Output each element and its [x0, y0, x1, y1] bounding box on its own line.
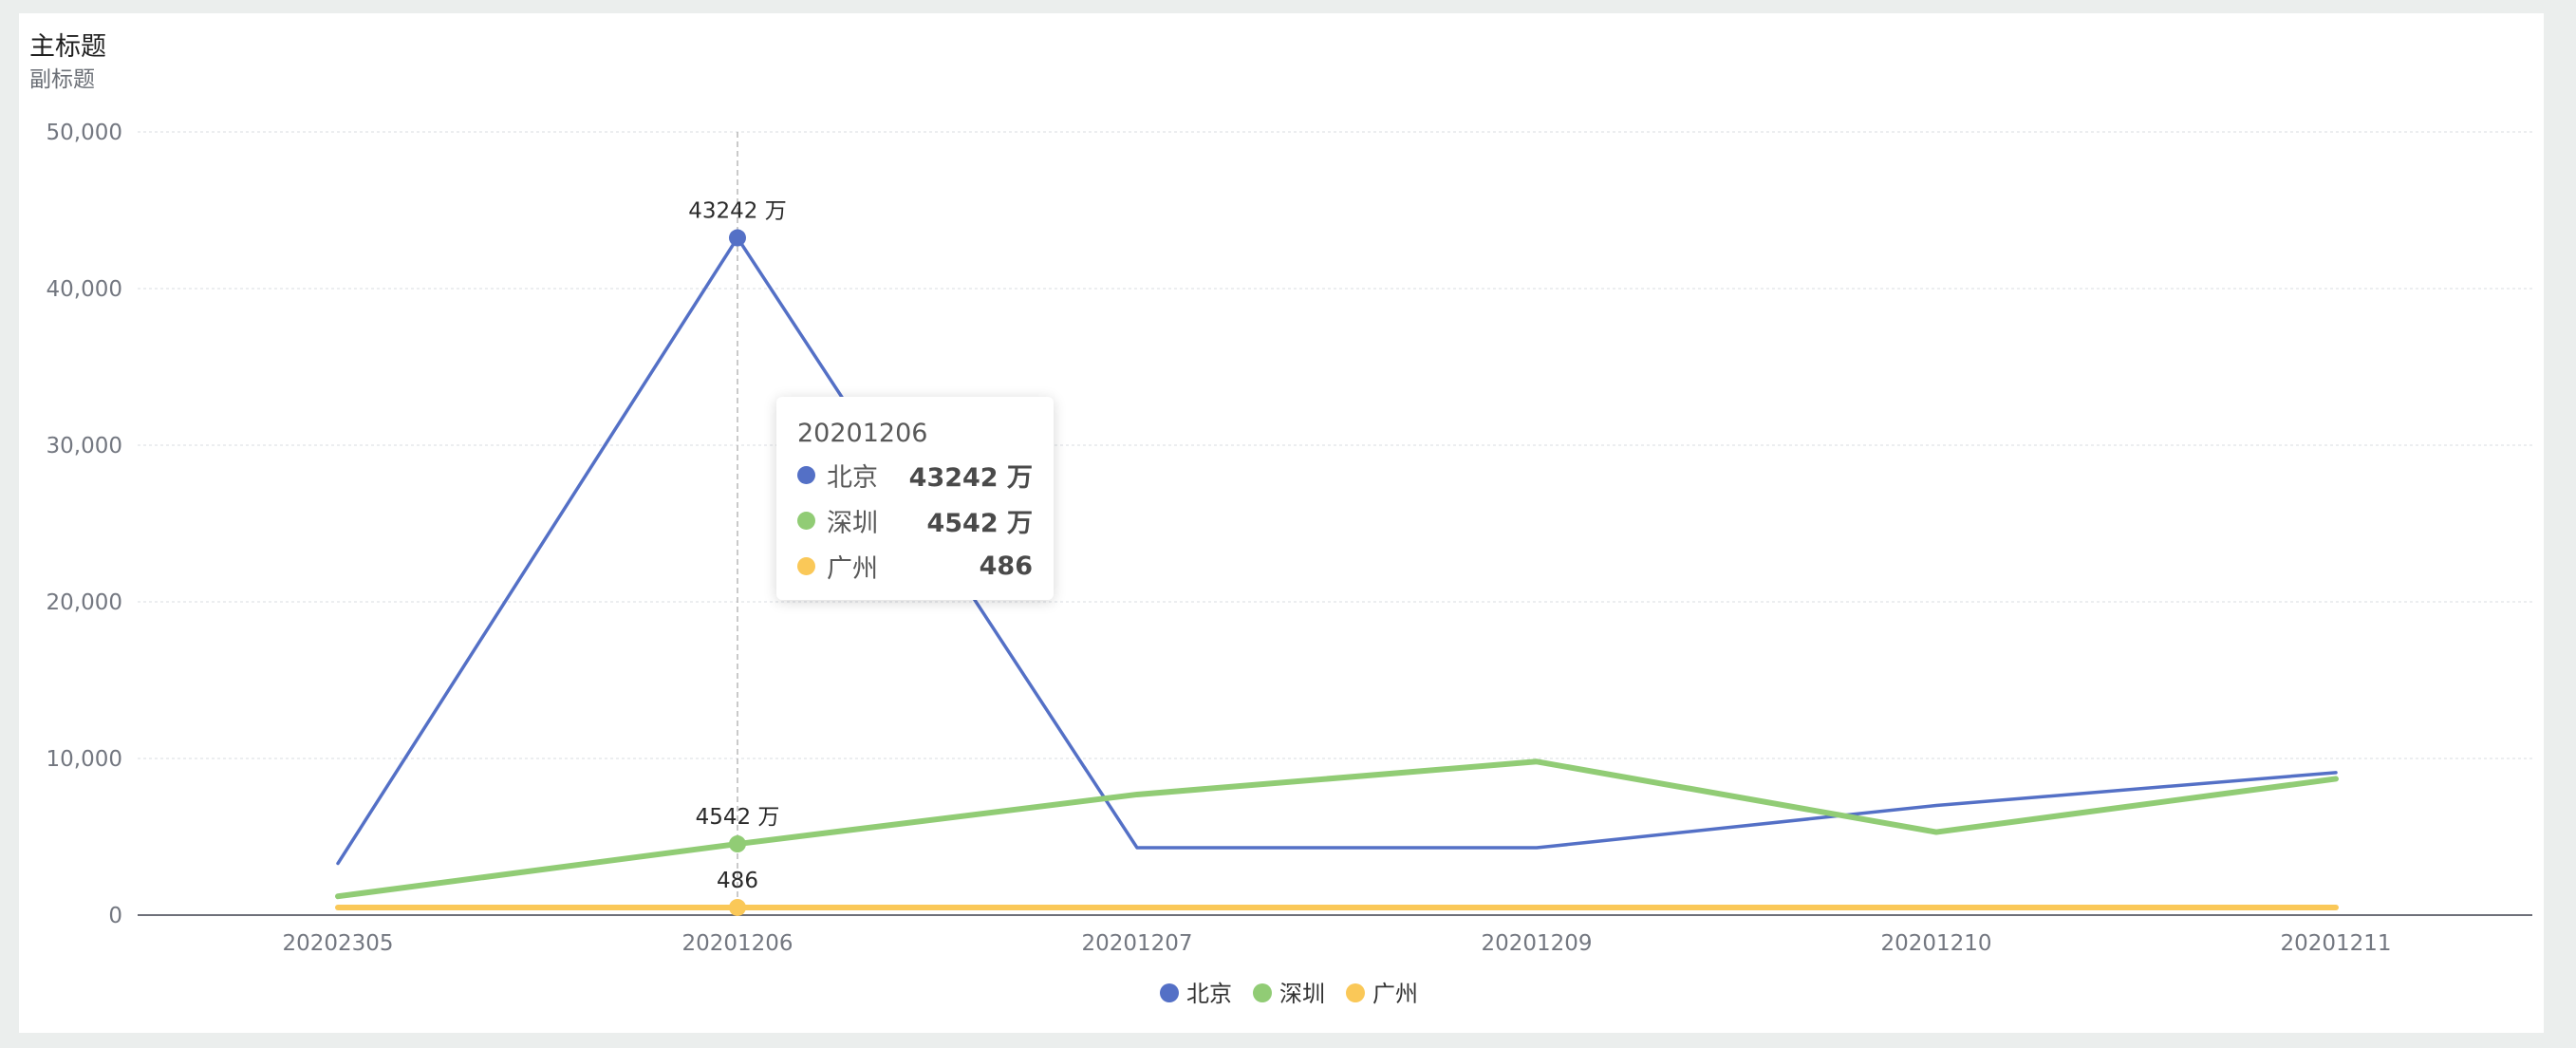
tooltip-series-value: 486 — [979, 551, 1033, 581]
legend[interactable]: 北京 深圳 广州 — [1160, 981, 1418, 1007]
y-tick-label: 0 — [108, 904, 122, 928]
tooltip-series-name: 广州 — [827, 553, 878, 584]
tooltip-series-name: 深圳 — [827, 508, 878, 538]
grid — [138, 131, 2532, 759]
series-color-icon — [797, 465, 815, 484]
x-tick-label: 20201209 — [1481, 931, 1592, 956]
tooltip-row: 北京 43242 万 — [797, 452, 1033, 497]
tooltip-series-value: 4542 万 — [926, 508, 1033, 538]
y-tick-label: 50,000 — [47, 121, 122, 145]
legend-item[interactable]: 广州 — [1346, 981, 1418, 1007]
series-line-2 — [335, 758, 2339, 900]
x-tick-label: 20201211 — [2280, 931, 2391, 956]
data-label: 43242 万 — [688, 199, 786, 224]
data-point — [729, 835, 746, 853]
legend-label[interactable]: 北京 — [1186, 981, 1232, 1007]
data-point — [729, 229, 746, 247]
x-tick-label: 20201210 — [1880, 931, 1991, 956]
legend-marker-icon[interactable] — [1346, 983, 1365, 1002]
legend-label[interactable]: 深圳 — [1279, 981, 1325, 1007]
legend-item[interactable]: 深圳 — [1253, 981, 1325, 1007]
y-tick-label: 10,000 — [47, 747, 122, 772]
tooltip-series-value: 43242 万 — [908, 462, 1033, 493]
series-line-1 — [336, 235, 2338, 866]
tooltip-row: 广州 486 — [797, 543, 1033, 589]
series-color-icon — [797, 511, 815, 530]
data-labels: 43242 万 4542 万 486 — [688, 199, 786, 893]
tooltip-title: 20201206 — [797, 419, 928, 448]
y-axis: 0 10,000 20,000 30,000 40,000 50,000 — [47, 121, 122, 928]
x-axis: 20202305 20201206 20201207 20201209 20201210… — [138, 914, 2532, 956]
y-tick-label: 20,000 — [47, 590, 122, 615]
chart-panel — [19, 13, 2544, 1033]
x-tick-label: 20202305 — [282, 931, 393, 956]
legend-label[interactable]: 广州 — [1372, 981, 1418, 1007]
data-label: 486 — [717, 869, 758, 893]
y-tick-label: 40,000 — [47, 277, 122, 302]
x-tick-label: 20201206 — [681, 931, 793, 956]
data-label: 4542 万 — [696, 805, 780, 830]
x-tick-label: 20201207 — [1081, 931, 1192, 956]
legend-marker-icon[interactable] — [1253, 983, 1272, 1002]
y-tick-label: 30,000 — [47, 434, 122, 458]
legend-marker-icon[interactable] — [1160, 983, 1179, 1002]
data-point — [729, 898, 746, 916]
legend-item[interactable]: 北京 — [1160, 981, 1232, 1007]
series-color-icon — [797, 556, 815, 575]
series — [335, 229, 2339, 916]
tooltip-series-name: 北京 — [827, 462, 878, 493]
chart-subtitle: 副标题 — [29, 67, 95, 92]
chart-title: 主标题 — [29, 32, 106, 62]
tooltip-row: 深圳 4542 万 — [797, 497, 1033, 543]
tooltip: 20201206 北京 43242 万 深圳 4542 万 广州 486 — [776, 397, 1054, 600]
